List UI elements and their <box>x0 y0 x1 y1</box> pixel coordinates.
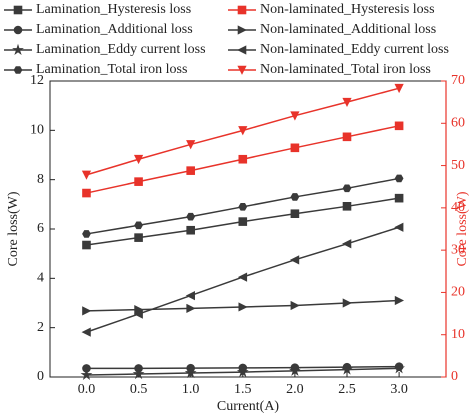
y-tick-label: 4 <box>37 271 44 286</box>
x-tick-label: 1.5 <box>234 382 252 397</box>
marker <box>134 233 143 242</box>
marker <box>394 121 404 131</box>
marker <box>81 170 92 180</box>
x-tick-label: 3.0 <box>390 382 408 397</box>
x-tick-label: 2.0 <box>286 382 304 397</box>
marker <box>342 184 352 193</box>
y2-tick-label: 10 <box>451 327 465 342</box>
marker <box>237 272 248 282</box>
marker <box>290 193 300 201</box>
marker <box>237 65 247 75</box>
marker <box>290 300 300 311</box>
y-tick-label: 0 <box>37 369 44 384</box>
marker <box>186 140 196 150</box>
y2-tick-label: 0 <box>451 369 458 384</box>
marker <box>80 368 93 381</box>
y2-axis-label: Core loss(W) <box>455 191 470 266</box>
legend-label: Non-laminated_Total iron loss <box>260 62 431 77</box>
y2-tick-label: 30 <box>451 242 465 257</box>
marker <box>238 217 248 226</box>
marker <box>13 25 23 35</box>
marker <box>238 154 248 164</box>
marker <box>134 221 143 230</box>
marker <box>82 230 91 238</box>
x-tick-label: 2.5 <box>338 382 356 397</box>
y-tick-label: 2 <box>37 320 44 335</box>
marker <box>134 305 144 315</box>
y-tick-label: 12 <box>30 73 44 88</box>
legend-label: Lamination_Additional loss <box>36 22 193 37</box>
marker <box>186 166 195 175</box>
y2-tick-label: 60 <box>451 116 465 131</box>
legend-label: Lamination_Hysteresis loss <box>36 2 191 17</box>
x-tick-label: 1.0 <box>182 382 200 397</box>
marker <box>394 174 404 183</box>
marker <box>237 25 247 35</box>
marker <box>238 126 248 136</box>
y2-tick-label: 20 <box>451 285 465 300</box>
marker <box>12 43 24 56</box>
marker <box>341 363 353 375</box>
legend-label: Non-laminated_Hysteresis loss <box>260 2 435 17</box>
x-tick-label: 0.0 <box>78 382 96 397</box>
y2-tick-label: 40 <box>451 200 465 215</box>
marker <box>186 225 195 235</box>
y2-tick-label: 70 <box>451 73 465 88</box>
marker <box>288 364 301 376</box>
marker <box>186 303 196 314</box>
marker <box>290 143 300 153</box>
marker <box>237 45 247 55</box>
marker <box>238 302 248 312</box>
marker <box>184 366 197 379</box>
marker <box>289 255 300 265</box>
marker <box>134 177 143 186</box>
y-tick-label: 8 <box>37 172 44 187</box>
marker <box>393 362 406 374</box>
marker <box>81 327 91 337</box>
marker <box>238 203 248 211</box>
legend-label: Lamination_Total iron loss <box>36 62 187 77</box>
marker <box>82 306 92 316</box>
marker <box>394 83 404 94</box>
marker <box>13 66 23 74</box>
marker <box>133 309 143 319</box>
y-tick-label: 10 <box>30 123 44 138</box>
marker <box>13 5 23 15</box>
marker <box>342 132 352 142</box>
marker <box>82 188 91 198</box>
plot-frame <box>49 80 447 378</box>
y-tick-label: 6 <box>37 221 44 236</box>
marker <box>394 193 404 203</box>
marker <box>342 298 352 308</box>
marker <box>290 209 300 219</box>
legend-label: Lamination_Eddy current loss <box>36 42 206 57</box>
x-axis-label: Current(A) <box>217 399 280 414</box>
marker <box>237 5 247 15</box>
x-tick-label: 0.5 <box>130 382 148 397</box>
marker <box>236 365 249 378</box>
marker <box>342 97 352 108</box>
marker <box>342 202 352 211</box>
marker <box>186 212 196 221</box>
marker <box>394 295 405 306</box>
marker <box>342 239 352 249</box>
marker <box>133 154 144 165</box>
y-axis-label: Core loss(W) <box>6 191 21 266</box>
marker <box>290 111 300 121</box>
series-line <box>86 226 400 333</box>
marker <box>185 290 195 301</box>
legend-label: Non-laminated_Additional loss <box>260 22 436 37</box>
marker <box>82 240 91 250</box>
marker <box>132 367 145 380</box>
marker <box>394 222 404 232</box>
y2-tick-label: 50 <box>451 158 465 173</box>
legend-label: Non-laminated_Eddy current loss <box>260 42 449 57</box>
